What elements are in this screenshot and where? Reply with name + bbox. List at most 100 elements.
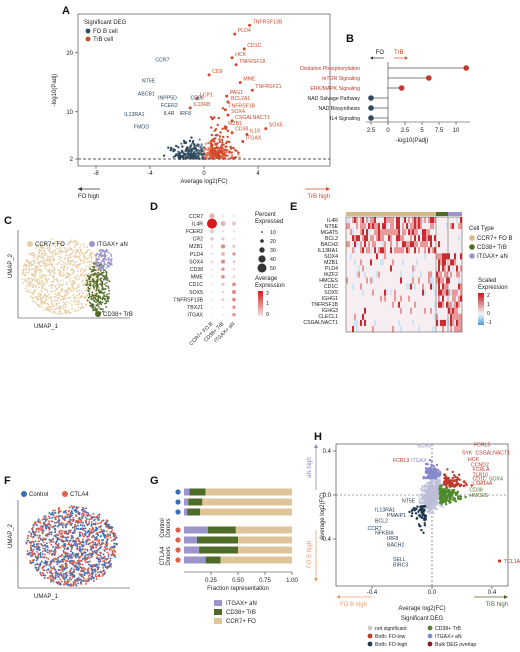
heatmap-cell: [392, 319, 395, 327]
heatmap-cell: [360, 223, 363, 230]
pathway-legend-fo: FO: [376, 50, 385, 56]
umap-f-point: [80, 519, 83, 522]
heatmap-cell: [424, 325, 427, 333]
umap-c-point: [73, 277, 76, 279]
umap-f-point: [71, 553, 74, 556]
umap-f-point: [87, 575, 90, 577]
umap-c-point: [57, 286, 60, 289]
umap-c-point: [73, 255, 75, 258]
heatmap-cell: [396, 253, 399, 260]
heatmap-cell: [370, 247, 373, 254]
umap-c-point: [59, 280, 62, 282]
umap-c-point: [82, 268, 85, 270]
heatmap-cell: [412, 313, 415, 320]
umap-c-point: [36, 261, 39, 264]
heatmap-cell: [348, 265, 351, 272]
umap-c-point: [22, 268, 25, 271]
cluster-legend-ccr7: CCR7+ FO: [27, 241, 65, 248]
umap-f-point: [105, 544, 108, 547]
umap-c-point: [95, 281, 98, 284]
umap-f-point: [99, 531, 102, 533]
heatmap-cell: [408, 235, 411, 242]
heatmap-cell: [436, 307, 439, 314]
umap-c-point: [89, 302, 92, 305]
umap-f-point: [88, 560, 91, 563]
heatmap-cell: [346, 253, 349, 260]
cd38-trb-dot: [95, 311, 101, 317]
heatmap-cell: [440, 217, 443, 224]
heatmap-cell: [354, 259, 357, 266]
umap-f-point: [41, 531, 44, 533]
heatmap-cell: [386, 235, 389, 242]
umap-c-point: [39, 255, 42, 258]
umap-c-point: [45, 279, 48, 281]
heatmap-cell: [444, 325, 447, 333]
heatmap-cell: [366, 229, 369, 236]
umap-c-point: [76, 274, 79, 276]
heatmap-cell: [448, 253, 451, 260]
umap-c-point: [58, 310, 61, 313]
umap-c-point: [31, 285, 34, 288]
umap-c-point: [42, 297, 45, 299]
umap-f-point: [54, 524, 57, 527]
umap-c-point: [95, 259, 98, 261]
heatmap-cell: [368, 325, 371, 333]
umap-c-point: [48, 310, 51, 312]
stacked-bar-segment: [184, 526, 208, 534]
heatmap-cell: [364, 259, 367, 266]
umap-c-point: [72, 269, 74, 272]
volcano-point-fo: [187, 150, 191, 153]
umap-c-point: [63, 262, 66, 264]
umap-f-point: [75, 527, 78, 530]
heatmap-gene: NT5E: [325, 224, 339, 230]
dotplot-dot: [221, 267, 225, 271]
heatmap-cell: [428, 229, 431, 236]
heatmap-cell: [358, 289, 361, 296]
umap-c-point: [99, 283, 101, 286]
umap-f-point: [79, 521, 82, 524]
umap-c-point: [44, 264, 47, 267]
volcano-gene-blue: IRF8: [180, 111, 191, 117]
heatmap-cell: [394, 319, 397, 327]
heatmap-cell: [442, 247, 445, 254]
heatmap-cell: [408, 271, 411, 278]
umap-f-point: [53, 528, 56, 531]
umap-f-point: [92, 516, 95, 519]
umap-f-point: [102, 569, 105, 572]
umap-c-point: [65, 254, 68, 257]
umap-f-point: [58, 555, 61, 558]
heatmap-cell: [434, 217, 437, 224]
umap-c-point: [41, 276, 44, 278]
umap-c-point: [63, 266, 66, 269]
heatmap-cell: [432, 253, 435, 260]
heatmap-cell: [404, 235, 407, 242]
heatmap-cell: [400, 325, 403, 333]
heatmap-cell: [456, 247, 459, 254]
umap-f-point: [110, 539, 113, 542]
umap-f-point: [96, 549, 99, 552]
umap-c-point: [74, 263, 77, 266]
umap-c-point: [46, 291, 49, 293]
heatmap-cell: [392, 325, 395, 333]
umap-c-point: [83, 295, 86, 298]
umap-f-point: [51, 574, 54, 577]
heatmap-cell: [368, 319, 371, 327]
stacked-bar-segment: [199, 546, 238, 554]
umap-f-point: [43, 556, 46, 559]
umap-f-point: [40, 560, 43, 563]
umap-f-point: [60, 555, 63, 558]
umap-f-point: [69, 554, 72, 557]
umap-c-point: [42, 252, 45, 254]
heatmap-cell: [402, 217, 405, 224]
umap-f-point: [58, 583, 61, 586]
volcano-point-trb: [209, 140, 213, 143]
heatmap-cell: [460, 217, 463, 224]
heatmap-cell: [376, 289, 379, 296]
umap-c-point: [28, 281, 31, 283]
umap-c-point: [64, 302, 66, 305]
heatmap-cell: [366, 253, 369, 260]
umap-c-point: [32, 273, 35, 275]
heatmap-cell: [404, 313, 407, 320]
umap-c-point: [33, 262, 36, 264]
